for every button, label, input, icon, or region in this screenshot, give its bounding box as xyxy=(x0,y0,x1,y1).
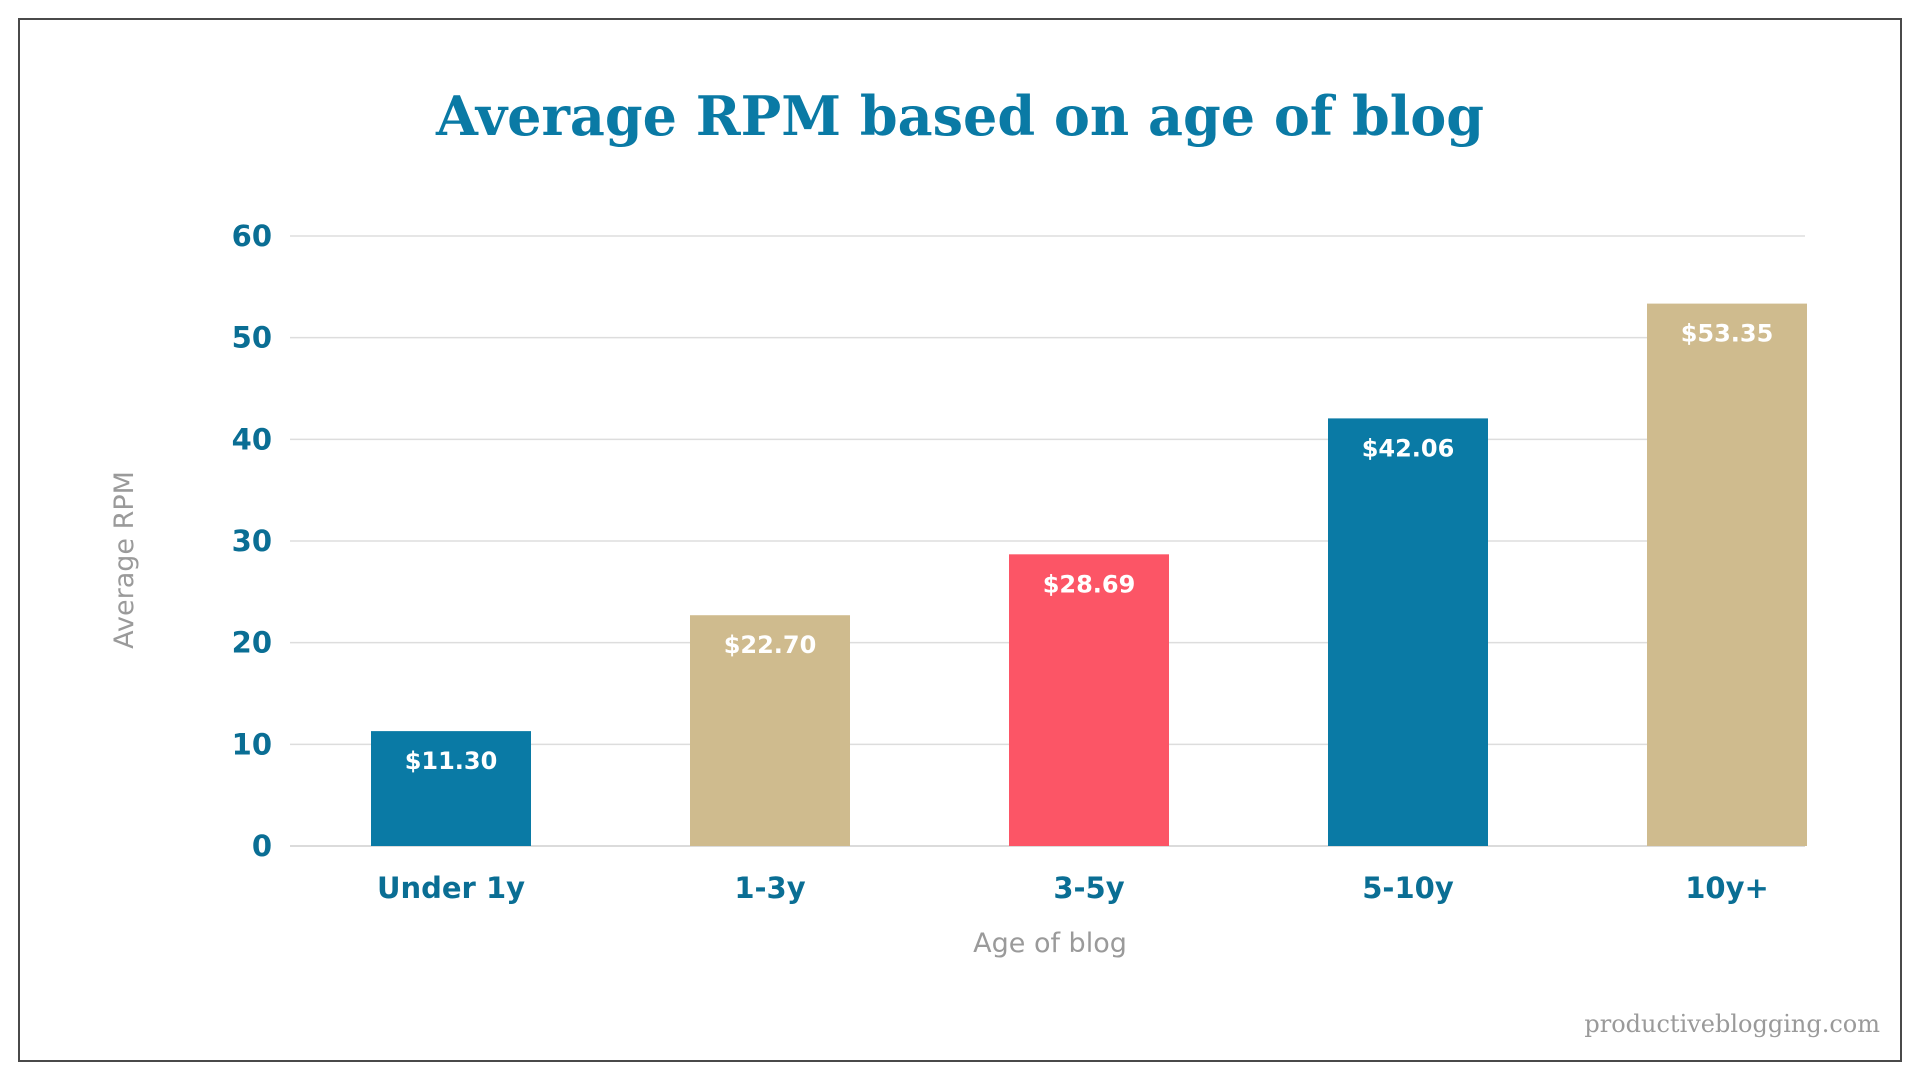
bar-value-label: $28.69 xyxy=(1043,570,1136,598)
bar-value-label: $42.06 xyxy=(1362,434,1455,462)
x-axis-title: Age of blog xyxy=(973,928,1127,959)
bars: $11.30 $22.70 $28.69 $42.06 $53.35 xyxy=(371,303,1807,846)
bar-3 xyxy=(1328,418,1488,846)
bar-value-label: $53.35 xyxy=(1681,320,1774,348)
x-category-label: 10y+ xyxy=(1685,871,1769,905)
x-category-label: 3-5y xyxy=(1053,871,1124,905)
bar-0 xyxy=(371,731,531,846)
y-tick-label: 0 xyxy=(252,829,272,863)
y-axis-title: Average RPM xyxy=(109,471,140,649)
bar-4 xyxy=(1647,303,1807,846)
y-tick-label: 30 xyxy=(232,524,272,558)
bar-1 xyxy=(690,615,850,846)
bar-value-label: $11.30 xyxy=(405,747,498,775)
chart-title: Average RPM based on age of blog xyxy=(436,84,1484,148)
watermark: productiveblogging.com xyxy=(1584,1010,1880,1038)
y-tick-label: 20 xyxy=(232,626,272,660)
x-category-label: 1-3y xyxy=(734,871,805,905)
y-tick-label: 60 xyxy=(232,219,272,253)
x-axis-categories: Under 1y 1-3y 3-5y 5-10y 10y+ xyxy=(377,871,1769,905)
y-axis-ticks: 0 10 20 30 40 50 60 xyxy=(232,219,272,863)
bar-value-label: $22.70 xyxy=(724,631,817,659)
x-category-label: Under 1y xyxy=(377,871,525,905)
bar-2 xyxy=(1009,554,1169,846)
chart-frame xyxy=(18,18,1902,1062)
y-tick-label: 40 xyxy=(232,422,272,456)
y-tick-label: 50 xyxy=(232,321,272,355)
y-tick-label: 10 xyxy=(232,727,272,761)
x-category-label: 5-10y xyxy=(1362,871,1454,905)
